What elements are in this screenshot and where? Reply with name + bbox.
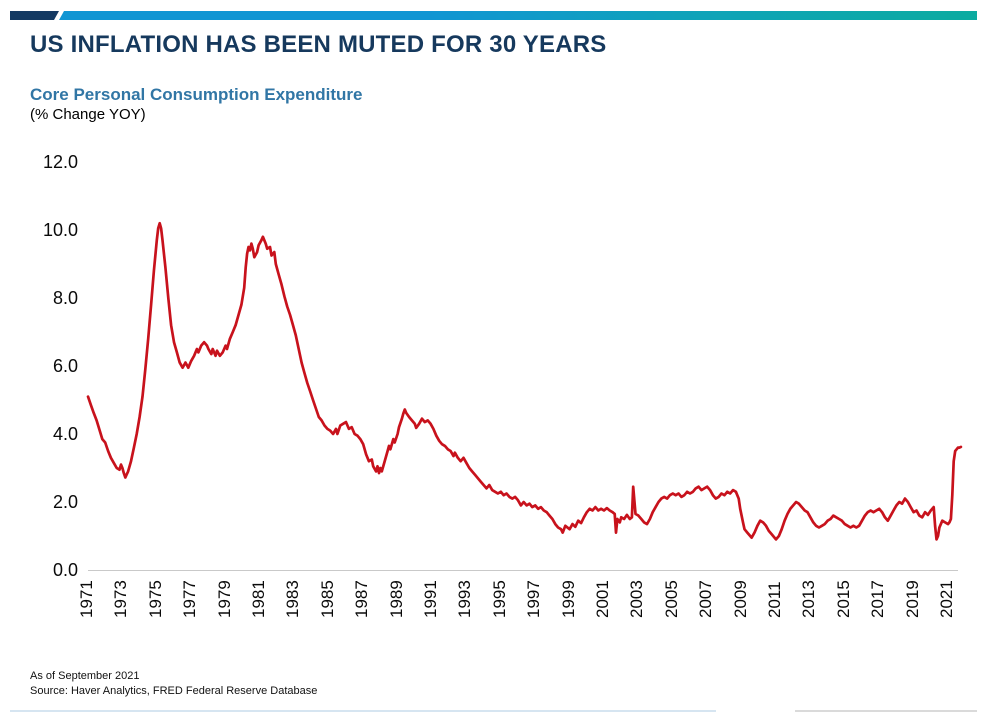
bottom-rule-left <box>10 710 716 712</box>
x-axis-tick-label: 1997 <box>524 580 544 618</box>
x-axis-tick-label: 2019 <box>902 580 922 618</box>
y-axis-tick-label: 6.0 <box>52 356 78 376</box>
y-axis-tick-label: 4.0 <box>52 424 78 444</box>
y-axis-tick-label: 12.0 <box>42 152 78 172</box>
x-axis-tick-label: 1977 <box>180 580 200 618</box>
x-axis-tick-label: 1979 <box>214 580 234 618</box>
y-axis-tick-label: 2.0 <box>52 492 78 512</box>
x-axis-tick-label: 1987 <box>352 580 372 618</box>
x-axis-tick-label: 2003 <box>627 580 647 618</box>
x-axis-tick-label: 2001 <box>593 580 612 618</box>
x-axis-tick-label: 2013 <box>799 580 819 618</box>
x-axis-tick-label: 2011 <box>765 581 784 618</box>
x-axis-tick-label: 2007 <box>696 580 716 618</box>
x-axis-tick-label: 2009 <box>730 580 750 618</box>
x-axis-tick-label: 2005 <box>661 580 681 618</box>
footnote-as-of: As of September 2021 <box>30 670 140 682</box>
x-axis-tick-label: 2015 <box>833 580 853 618</box>
y-axis-tick-label: 10.0 <box>42 220 78 240</box>
x-axis-tick-label: 1989 <box>386 580 406 618</box>
x-axis-tick-label: 2021 <box>937 580 956 618</box>
y-axis-tick-label: 0.0 <box>52 560 78 580</box>
x-axis-tick-label: 1981 <box>249 580 268 618</box>
x-axis-tick-label: 1991 <box>421 580 440 618</box>
x-axis-tick-label: 2017 <box>868 580 888 618</box>
page-title: US INFLATION HAS BEEN MUTED FOR 30 YEARS <box>30 31 607 58</box>
x-axis-tick-label: 1995 <box>489 580 509 618</box>
x-axis-tick-label: 1993 <box>455 580 475 618</box>
y-axis-tick-label: 8.0 <box>52 288 78 308</box>
x-axis-tick-label: 1973 <box>111 580 131 618</box>
chart-units-label: (% Change YOY) <box>30 106 146 123</box>
x-axis-tick-label: 1999 <box>558 580 578 618</box>
x-axis-tick-label: 1975 <box>145 580 165 618</box>
x-axis-tick-label: 1971 <box>77 580 96 618</box>
inflation-line-series <box>86 221 963 541</box>
brand-bar-gradient-segment <box>59 11 977 20</box>
x-axis-tick-label: 1983 <box>283 580 303 618</box>
brand-bar-navy-segment <box>10 11 59 20</box>
x-axis-baseline <box>88 570 958 571</box>
chart-subtitle: Core Personal Consumption Expenditure <box>30 85 363 104</box>
x-axis-tick-label: 1985 <box>317 580 337 618</box>
bottom-rule-right <box>795 710 977 712</box>
footnote-source: Source: Haver Analytics, FRED Federal Re… <box>30 685 318 697</box>
